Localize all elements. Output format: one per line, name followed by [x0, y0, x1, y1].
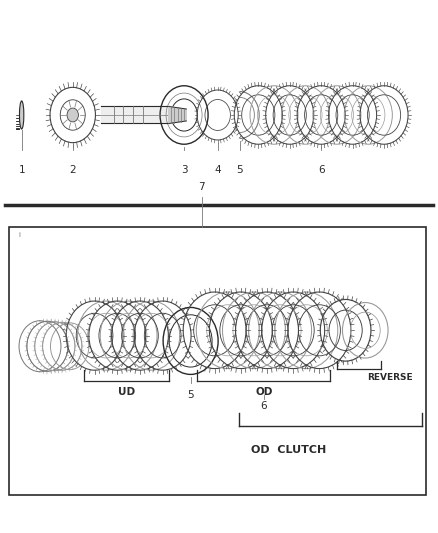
Circle shape: [67, 108, 78, 122]
Text: 7: 7: [198, 182, 205, 192]
Text: 6: 6: [261, 401, 267, 411]
Text: 2: 2: [69, 165, 76, 175]
Text: i: i: [18, 232, 20, 238]
Text: 5: 5: [187, 390, 194, 400]
Text: 1: 1: [18, 165, 25, 175]
Text: OD: OD: [255, 387, 272, 397]
Text: 6: 6: [318, 165, 325, 175]
Text: 4: 4: [214, 165, 221, 175]
Ellipse shape: [19, 101, 24, 129]
Text: 5: 5: [237, 165, 243, 175]
Text: UD: UD: [118, 387, 135, 397]
Text: OD  CLUTCH: OD CLUTCH: [251, 445, 326, 455]
Polygon shape: [169, 107, 186, 124]
Text: REVERSE: REVERSE: [367, 373, 413, 382]
Text: 3: 3: [181, 165, 187, 175]
